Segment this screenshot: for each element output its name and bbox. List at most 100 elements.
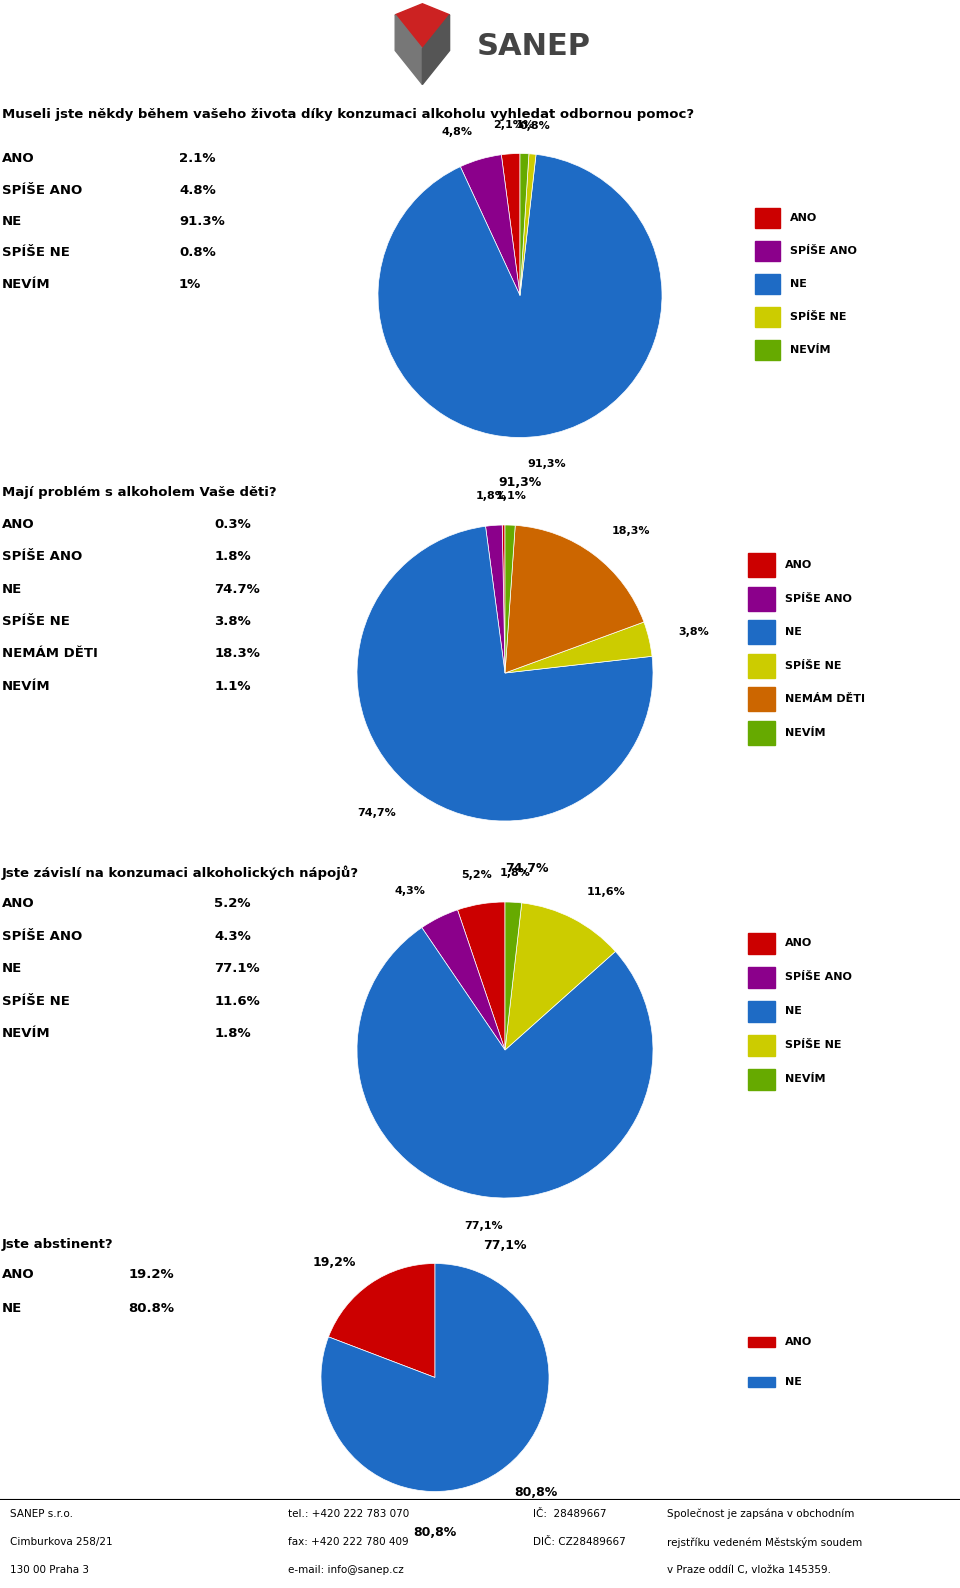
Text: SPÍŠE ANO: SPÍŠE ANO — [790, 246, 857, 256]
Text: SPÍŠE ANO: SPÍŠE ANO — [785, 972, 852, 983]
Text: NEVÍM: NEVÍM — [2, 278, 51, 291]
Text: 74,7%: 74,7% — [357, 808, 396, 818]
Text: ANO: ANO — [2, 152, 35, 165]
Text: Museli jste někdy během vašeho života díky konzumaci alkoholu vyhledat odbornou : Museli jste někdy během vašeho života dí… — [2, 108, 694, 121]
Text: Jste závislí na konzumaci alkoholických nápojů?: Jste závislí na konzumaci alkoholických … — [2, 865, 359, 880]
Text: 1%: 1% — [179, 278, 202, 291]
Text: 1,1%: 1,1% — [495, 491, 527, 500]
Text: 91.3%: 91.3% — [179, 214, 225, 229]
Text: ANO: ANO — [2, 1267, 35, 1282]
Wedge shape — [461, 154, 520, 295]
Text: SPÍŠE NE: SPÍŠE NE — [2, 994, 70, 1008]
Wedge shape — [357, 526, 653, 821]
Bar — [755, 308, 780, 327]
Text: NE: NE — [785, 1007, 802, 1016]
Text: SPÍŠE ANO: SPÍŠE ANO — [2, 184, 83, 197]
Text: 4,3%: 4,3% — [395, 886, 426, 896]
Text: 1,8%: 1,8% — [476, 491, 507, 500]
Text: 80,8%: 80,8% — [514, 1485, 557, 1499]
Text: NE: NE — [2, 214, 22, 229]
Wedge shape — [501, 154, 520, 295]
Text: fax: +420 222 780 409: fax: +420 222 780 409 — [288, 1537, 409, 1547]
Text: SANEP: SANEP — [477, 32, 590, 60]
Text: ANO: ANO — [2, 518, 35, 530]
Text: NEMÁM DĚTI: NEMÁM DĚTI — [785, 694, 865, 705]
Text: SANEP s.r.o.: SANEP s.r.o. — [10, 1509, 73, 1518]
Wedge shape — [520, 154, 529, 295]
Wedge shape — [502, 526, 505, 673]
Bar — [748, 934, 775, 954]
Text: 0.3%: 0.3% — [214, 518, 252, 530]
Text: DIČ: CZ28489667: DIČ: CZ28489667 — [533, 1537, 626, 1547]
Text: 18,3%: 18,3% — [612, 526, 650, 537]
Text: 4,8%: 4,8% — [442, 127, 472, 137]
Text: NEVÍM: NEVÍM — [790, 345, 830, 356]
Wedge shape — [520, 154, 536, 295]
Text: 0.8%: 0.8% — [179, 246, 216, 259]
Text: ANO: ANO — [790, 213, 817, 224]
Bar — [748, 654, 775, 678]
Text: Cimburkova 258/21: Cimburkova 258/21 — [10, 1537, 112, 1547]
Text: NEVÍM: NEVÍM — [785, 727, 826, 738]
Wedge shape — [458, 902, 505, 1050]
Text: SPÍŠE ANO: SPÍŠE ANO — [785, 594, 852, 603]
Text: SPÍŠE NE: SPÍŠE NE — [2, 246, 70, 259]
Text: SPÍŠE ANO: SPÍŠE ANO — [2, 929, 83, 943]
Bar — [755, 208, 780, 229]
Bar — [755, 340, 780, 360]
Bar — [748, 1035, 775, 1056]
Text: 5,2%: 5,2% — [461, 870, 492, 880]
Text: 77.1%: 77.1% — [214, 962, 260, 975]
Text: SPÍŠE NE: SPÍŠE NE — [2, 615, 70, 629]
Text: rejstříku vedeném Městským soudem: rejstříku vedeném Městským soudem — [667, 1537, 862, 1548]
Text: NE: NE — [2, 1302, 22, 1315]
Text: NEVÍM: NEVÍM — [2, 1027, 51, 1040]
Text: 130 00 Praha 3: 130 00 Praha 3 — [10, 1566, 88, 1575]
Text: 4.3%: 4.3% — [214, 929, 252, 943]
Bar — [755, 275, 780, 294]
Polygon shape — [422, 14, 449, 84]
Bar — [748, 621, 775, 645]
Wedge shape — [486, 526, 505, 673]
Text: NEVÍM: NEVÍM — [2, 680, 51, 692]
Text: 91,3%: 91,3% — [498, 476, 541, 489]
Wedge shape — [505, 526, 644, 673]
Text: 1,8%: 1,8% — [499, 867, 531, 878]
Text: 1.8%: 1.8% — [214, 1027, 251, 1040]
Bar — [748, 1069, 775, 1089]
Text: tel.: +420 222 783 070: tel.: +420 222 783 070 — [288, 1509, 409, 1518]
Wedge shape — [321, 1264, 549, 1491]
Text: NE: NE — [785, 627, 802, 637]
Text: 5.2%: 5.2% — [214, 897, 251, 910]
Bar — [755, 241, 780, 260]
Bar — [748, 1337, 775, 1347]
Bar — [748, 1377, 775, 1386]
Text: 74,7%: 74,7% — [506, 862, 549, 875]
Text: NE: NE — [785, 1377, 802, 1386]
Text: 1.1%: 1.1% — [214, 680, 251, 692]
Bar — [748, 1002, 775, 1021]
Text: v Praze oddíl C, vložka 145359.: v Praze oddíl C, vložka 145359. — [667, 1566, 831, 1575]
Text: IČ:  28489667: IČ: 28489667 — [533, 1509, 607, 1518]
Text: 4.8%: 4.8% — [179, 184, 216, 197]
Text: 0,8%: 0,8% — [519, 121, 550, 130]
Text: NEMÁM DĚTI: NEMÁM DĚTI — [2, 648, 98, 661]
Text: 77,1%: 77,1% — [483, 1239, 527, 1251]
Bar — [748, 967, 775, 988]
Wedge shape — [505, 526, 516, 673]
Wedge shape — [421, 910, 505, 1050]
Text: 1.8%: 1.8% — [214, 551, 251, 564]
Text: 91,3%: 91,3% — [528, 459, 566, 468]
Wedge shape — [505, 902, 521, 1050]
Text: Jste abstinent?: Jste abstinent? — [2, 1239, 113, 1251]
Text: 80,8%: 80,8% — [414, 1526, 457, 1539]
Text: 11.6%: 11.6% — [214, 994, 260, 1008]
Text: SPÍŠE ANO: SPÍŠE ANO — [2, 551, 83, 564]
Text: NE: NE — [2, 962, 22, 975]
Text: Mají problém s alkoholem Vaše děti?: Mají problém s alkoholem Vaše děti? — [2, 486, 276, 499]
Text: ANO: ANO — [785, 561, 812, 570]
Text: ANO: ANO — [785, 939, 812, 948]
Polygon shape — [396, 14, 422, 84]
Text: 2.1%: 2.1% — [179, 152, 215, 165]
Polygon shape — [396, 3, 449, 49]
